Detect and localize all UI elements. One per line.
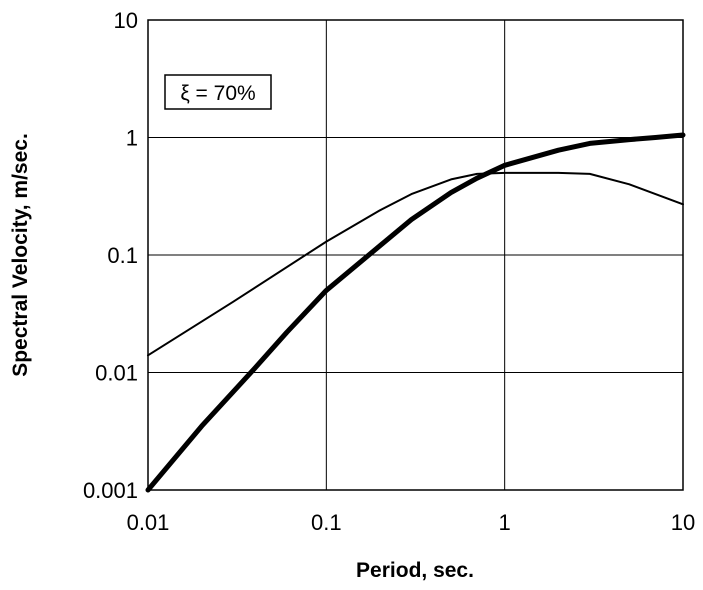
series-line-thick	[145, 132, 686, 493]
x-axis-tick-labels: 0.01 0.1 1 10	[127, 510, 696, 535]
series-layer	[145, 132, 686, 493]
y-tick-label-3: 1	[126, 126, 138, 151]
x-tick-label-3: 10	[671, 510, 695, 535]
damping-annotation: ξ = 70%	[180, 82, 255, 105]
y-axis-title: Spectral Velocity, m/sec.	[9, 133, 32, 377]
x-tick-label-0: 0.01	[127, 510, 170, 535]
x-axis-title: Period, sec.	[356, 559, 474, 582]
y-tick-label-0: 0.001	[83, 478, 138, 503]
series-line-thin	[147, 171, 684, 357]
y-tick-label-2: 0.1	[107, 243, 138, 268]
plot-area-frame	[147, 19, 684, 491]
y-tick-label-4: 10	[114, 8, 138, 33]
y-tick-label-1: 0.01	[95, 361, 138, 386]
x-tick-label-1: 0.1	[311, 510, 342, 535]
x-tick-label-2: 1	[499, 510, 511, 535]
annotation-box: ξ = 70%	[164, 74, 272, 110]
y-axis-tick-labels: 0.001 0.01 0.1 1 10	[83, 8, 138, 503]
